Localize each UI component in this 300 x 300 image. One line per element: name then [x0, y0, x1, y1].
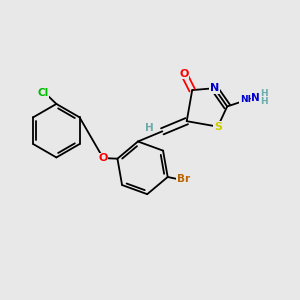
Text: H: H — [260, 89, 268, 98]
Text: N: N — [210, 83, 219, 93]
Text: O: O — [98, 153, 108, 163]
Text: Br: Br — [176, 174, 190, 184]
Text: S: S — [214, 122, 222, 132]
Text: H: H — [145, 123, 153, 133]
Text: Cl: Cl — [38, 88, 49, 98]
Text: H: H — [260, 98, 268, 106]
Text: O: O — [179, 69, 189, 79]
Text: N: N — [251, 92, 260, 103]
Text: NH₂: NH₂ — [240, 94, 259, 103]
